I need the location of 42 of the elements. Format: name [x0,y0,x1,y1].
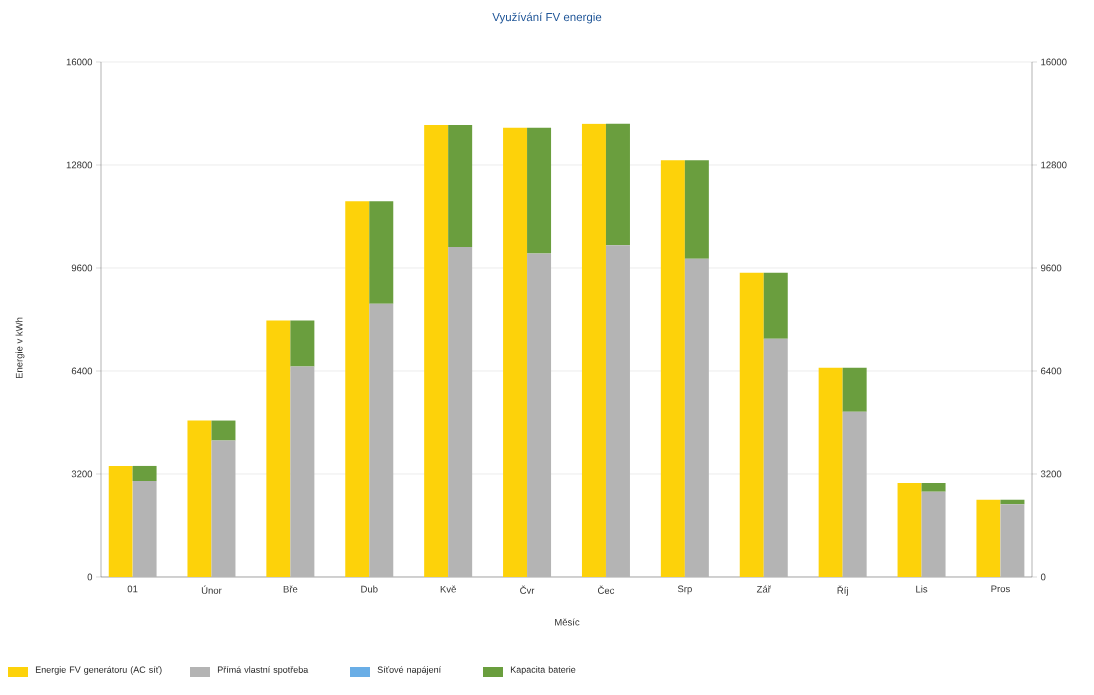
x-tick-label: Říj [837,585,848,596]
x-tick-label: Lis [916,585,928,593]
y-tick-label: 0 [87,573,93,581]
bar [763,272,788,339]
legend-label: Kapacita baterie [510,666,576,675]
y2-tick-label: 0 [1040,573,1046,581]
x-tick-label: Bře [283,585,298,593]
x-tick-label: Zář [756,585,772,593]
y2-tick-label: 9600 [1040,264,1062,272]
x-tick-label: Únor [201,585,222,594]
y-tick-label: 16000 [66,58,93,66]
y-tick-label: 3200 [71,470,93,478]
x-axis-title: Měsíc [555,618,580,626]
bar [842,367,867,412]
y-tick-label: 6400 [71,367,93,375]
legend-label: Energie FV generátoru (AC síť) [35,666,162,675]
legend-label: Přímá vlastní spotřeba [217,666,309,675]
bar [448,125,473,248]
y-tick-label: 9600 [71,264,93,272]
x-tick-label: Čvr [520,585,535,594]
y-tick-label: 12800 [66,161,93,169]
bar [921,483,946,492]
y2-tick-label: 16000 [1041,58,1067,66]
x-tick-label: Srp [677,585,692,595]
x-tick-label: Dub [361,585,378,593]
y2-tick-label: 6400 [1041,367,1062,375]
y-axis-title: Energie v kWh [15,317,25,379]
bar [369,201,394,304]
bar [527,127,552,254]
bar [290,320,315,367]
bar [132,465,157,482]
bar [211,420,236,441]
x-tick-label: Čec [598,585,615,594]
y2-tick-label: 12800 [1041,161,1067,169]
x-tick-label: Pros [991,585,1010,593]
bar [605,123,630,246]
legend-label: Síťové napájení [377,666,442,675]
y2-tick-label: 3200 [1040,470,1062,478]
chart-title: Využívání FV energie [492,12,602,24]
x-tick-label: 01 [127,585,138,593]
bar [684,160,709,259]
x-tick-label: Kvě [440,585,456,593]
